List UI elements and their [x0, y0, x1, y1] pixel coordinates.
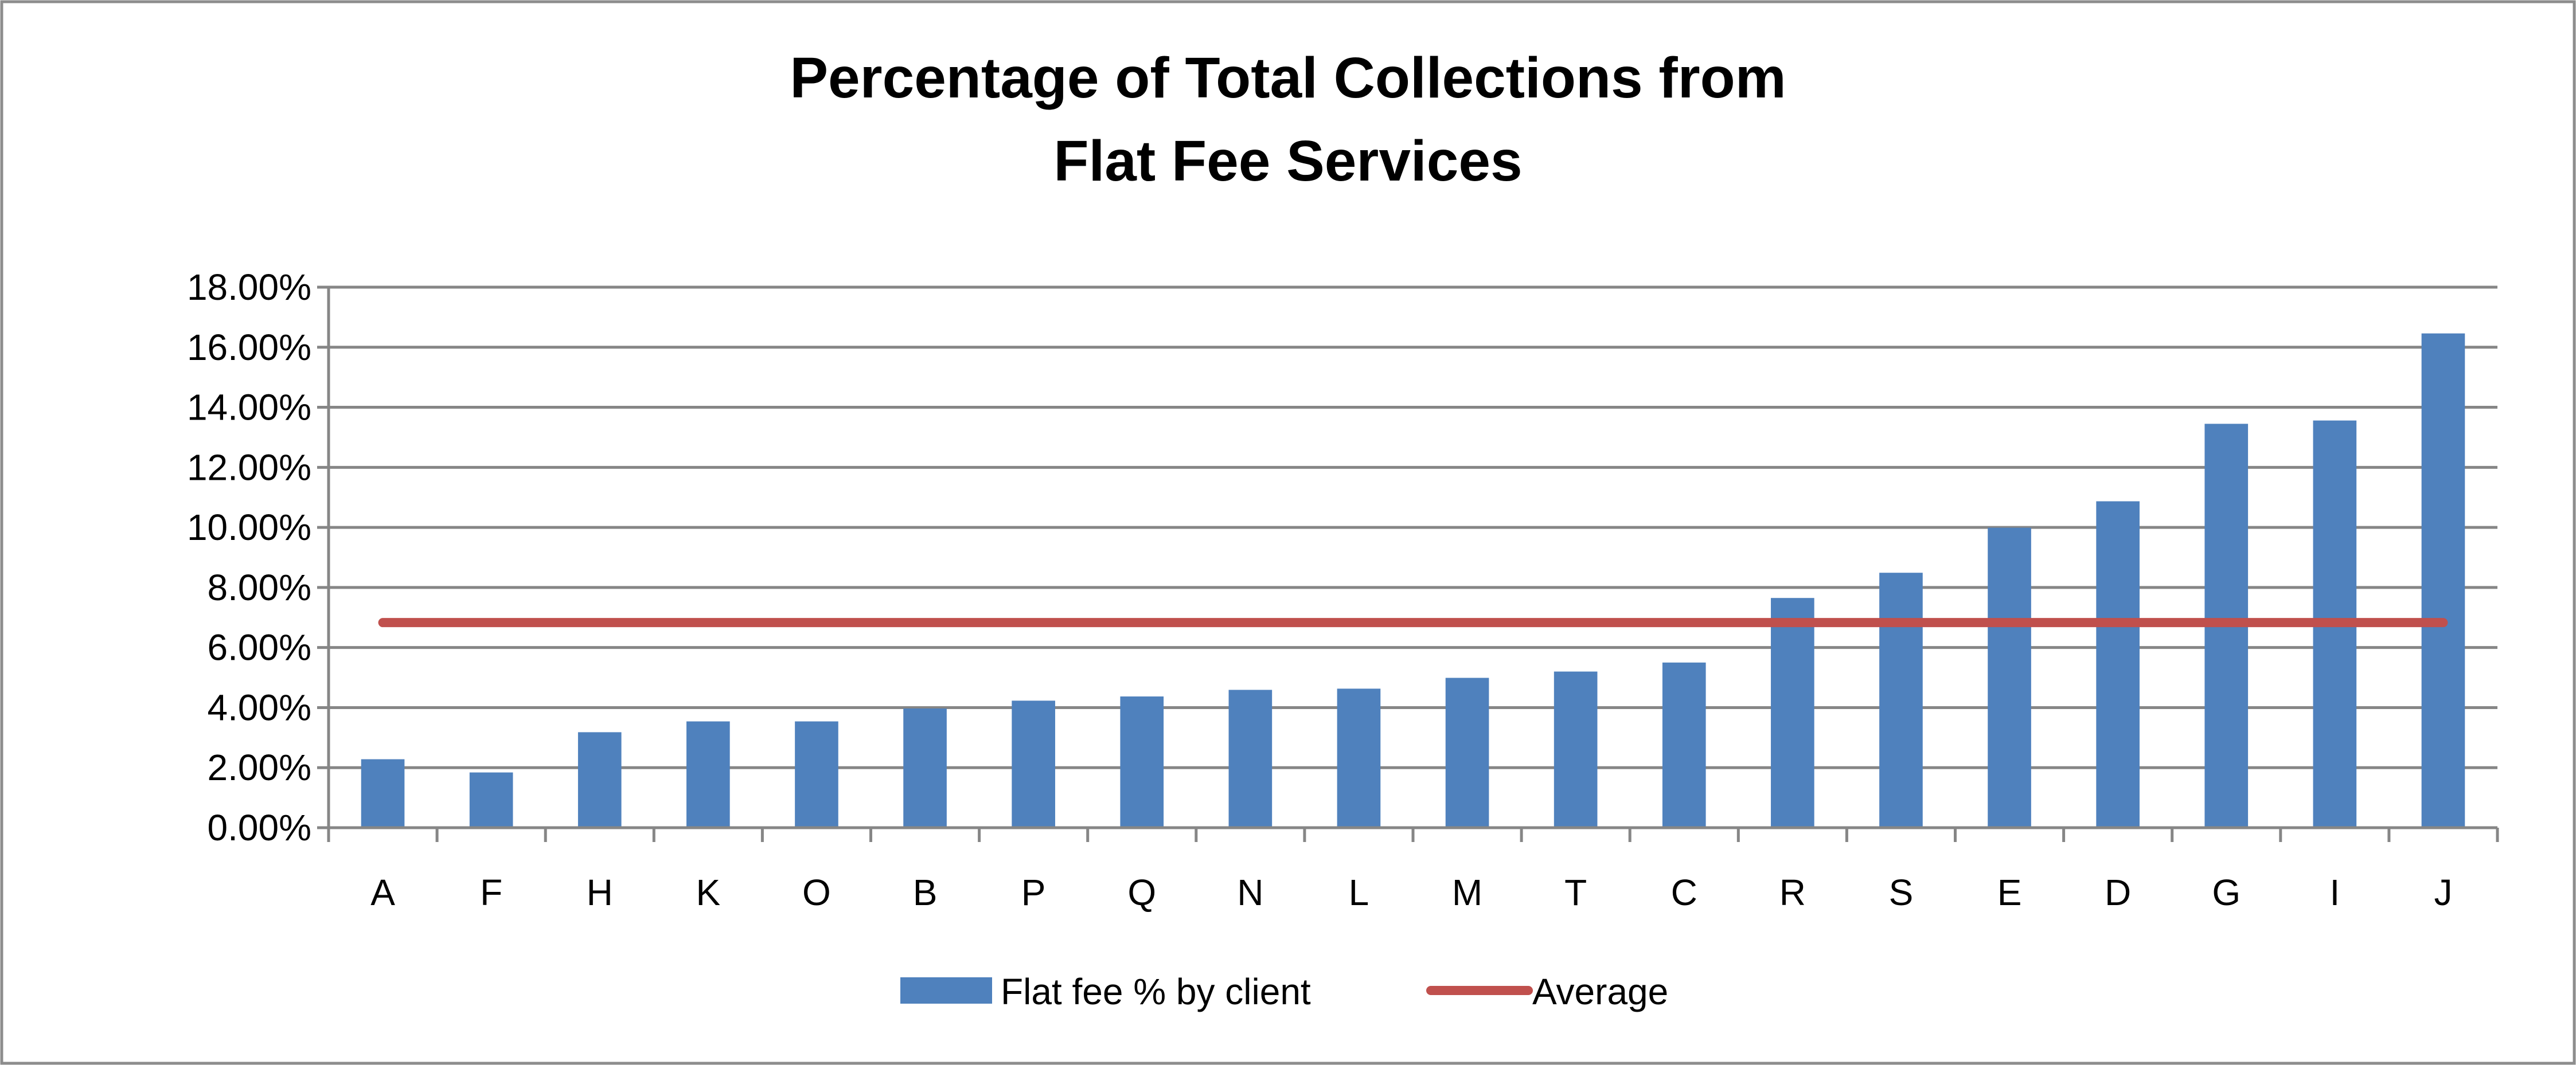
y-tick-label: 2.00%: [208, 747, 311, 788]
x-tick-label: C: [1671, 872, 1697, 913]
bar-E: [1988, 527, 2031, 828]
x-tick-label: G: [2212, 872, 2241, 913]
x-tick-label: A: [370, 872, 395, 913]
x-tick-label: Q: [1127, 872, 1156, 913]
bar-A: [361, 759, 405, 828]
x-tick-label: N: [1237, 872, 1263, 913]
bar-N: [1228, 690, 1273, 828]
bar-S: [1879, 573, 1923, 828]
x-tick-label: O: [802, 872, 831, 913]
bar-M: [1445, 678, 1489, 828]
x-tick-label: P: [1021, 872, 1046, 913]
x-tick-label: F: [480, 872, 502, 913]
bar-O: [795, 721, 838, 828]
bar-H: [577, 732, 622, 828]
y-tick-label: 0.00%: [208, 807, 311, 848]
y-tick-label: 16.00%: [187, 327, 311, 368]
bar-B: [903, 708, 947, 828]
y-axis-ticks: 0.00% 2.00% 4.00% 6.00% 8.00% 10.00% 12.00% 14.…: [187, 267, 311, 848]
y-tick-label: 14.00%: [187, 387, 311, 428]
y-tick-label: 6.00%: [208, 627, 311, 668]
x-tick-label: B: [913, 872, 938, 913]
chart-title-line-1: Percentage of Total Collections from: [790, 46, 1786, 110]
x-tick-label: T: [1564, 872, 1587, 913]
legend-swatch-bars: [900, 977, 992, 1004]
bar-J: [2421, 333, 2465, 828]
bar-T: [1554, 671, 1598, 828]
bar-K: [686, 721, 730, 828]
y-tick-label: 4.00%: [208, 687, 311, 728]
y-tick-label: 18.00%: [187, 267, 311, 308]
x-tick-label: L: [1349, 872, 1369, 913]
x-tick-label: R: [1779, 872, 1806, 913]
bar-D: [2096, 501, 2140, 828]
bar-F: [469, 772, 513, 828]
x-tick-label: D: [2105, 872, 2131, 913]
x-tick-label: H: [587, 872, 613, 913]
chart-title-line-2: Flat Fee Services: [1053, 129, 1522, 193]
legend-label-average: Average: [1532, 971, 1668, 1012]
x-tick-label: S: [1889, 872, 1914, 913]
bar-P: [1012, 700, 1055, 828]
y-tick-label: 10.00%: [187, 507, 311, 548]
x-tick-label: K: [696, 872, 721, 913]
x-tick-label: J: [2434, 872, 2452, 913]
y-tick-label: 8.00%: [208, 567, 311, 608]
y-tick-label: 12.00%: [187, 447, 311, 488]
bar-C: [1662, 662, 1706, 828]
bar-R: [1771, 598, 1814, 828]
x-tick-label: I: [2329, 872, 2340, 913]
bar-Q: [1120, 696, 1164, 828]
bar-L: [1337, 688, 1381, 828]
legend: Flat fee % by client Average: [900, 971, 1668, 1012]
legend-label-bars: Flat fee % by client: [1001, 971, 1311, 1012]
bars: [361, 333, 2465, 828]
x-tick-label: E: [1997, 872, 2022, 913]
x-tick-label: M: [1452, 872, 1482, 913]
